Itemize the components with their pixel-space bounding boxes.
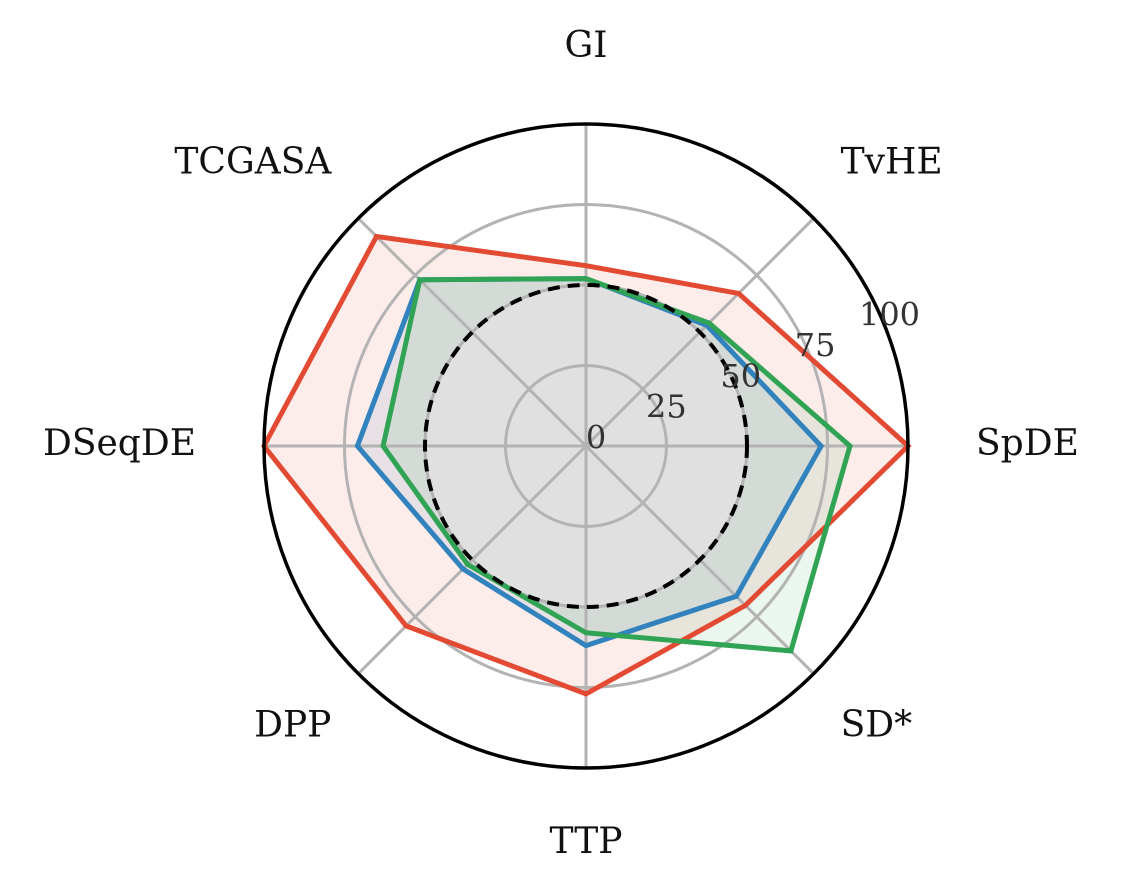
series-line-2: [380, 276, 853, 654]
reference-circle: [423, 283, 749, 609]
outer-frame: [262, 122, 910, 770]
reference-layer: [262, 122, 910, 770]
series-line-1: [354, 276, 825, 649]
axis-label-5: DPP: [254, 704, 331, 745]
axis-label-6: DSeqDE: [43, 423, 196, 464]
axis-label-1: TvHE: [841, 142, 943, 183]
r-tick-label-100: 100: [859, 295, 920, 333]
r-tick-label-25: 25: [646, 388, 687, 426]
axis-label-3: SD*: [841, 704, 913, 745]
axis-label-0: GI: [565, 25, 608, 66]
r-tick-label-0: 0: [586, 419, 606, 457]
series-lines: [261, 233, 912, 697]
label-layer: 0 25 50 75 100 GI TvHE SpDE SD* TTP DPP DSeqDE TCGAS…: [43, 25, 1079, 862]
spoke-5: [357, 444, 588, 675]
r-tick-label-75: 75: [795, 326, 836, 364]
series-line-0: [261, 233, 912, 697]
r-tick-label-50: 50: [720, 357, 761, 395]
axis-label-7: TCGASA: [174, 142, 332, 183]
axis-label-4: TTP: [550, 821, 623, 862]
axis-label-2: SpDE: [976, 423, 1079, 464]
